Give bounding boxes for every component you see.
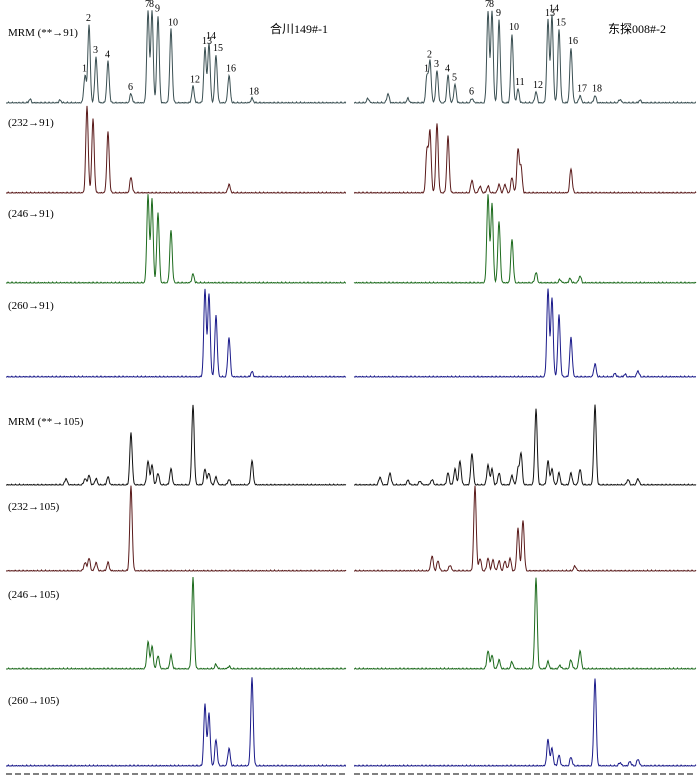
peak-label: 4	[445, 63, 450, 74]
peak-label: 17	[577, 84, 587, 95]
trace-col2-row4	[353, 288, 696, 378]
peak-label: 6	[128, 82, 133, 93]
trace-col2-row2	[354, 123, 697, 194]
trace-col1-row4	[6, 288, 347, 378]
row-label: (246→91)	[8, 208, 54, 220]
peak-label: 3	[434, 59, 439, 70]
peak-label: 1	[82, 63, 87, 74]
peak-label: 7	[145, 0, 150, 10]
peak-label: 12	[190, 74, 200, 85]
peak-label: 14	[549, 4, 559, 15]
row-label: (260→91)	[8, 300, 54, 312]
sample-title-right: 东探008#-2	[608, 22, 666, 36]
peak-label: 3	[93, 45, 98, 56]
row-label: (232→91)	[8, 117, 54, 129]
trace-col1-row8	[6, 677, 346, 767]
trace-col1-row1	[6, 10, 347, 104]
peak-label: 1	[424, 63, 429, 74]
peak-label: 4	[105, 50, 110, 61]
trace-col2-row5	[354, 404, 697, 486]
trace-col2-row1	[354, 10, 696, 104]
peak-label: 13	[545, 8, 555, 19]
trace-col1-row2	[6, 105, 346, 194]
peak-label: 10	[509, 22, 519, 33]
row-label: (260→105)	[8, 695, 60, 707]
peak-label: 11	[515, 77, 525, 88]
sample-title-left: 合川149#-1	[270, 21, 328, 36]
peak-label: 18	[592, 84, 602, 95]
peak-label: 8	[489, 0, 494, 10]
trace-col1-row7	[6, 576, 347, 670]
peak-label: 14	[206, 31, 216, 42]
row-label: MRM (**→105)	[8, 416, 84, 428]
peak-label: 8	[149, 0, 154, 10]
peak-label: 15	[556, 17, 566, 28]
trace-col2-row3	[353, 194, 697, 284]
peak-label: 2	[427, 50, 432, 61]
row-label: (246→105)	[8, 589, 60, 601]
trace-col2-row7	[354, 577, 697, 670]
peak-label: 16	[568, 36, 578, 47]
peak-label: 12	[533, 80, 543, 91]
peak-label: 7	[485, 0, 490, 10]
trace-col2-row6	[354, 485, 697, 572]
peak-label: 9	[496, 8, 501, 19]
peak-label: 15	[213, 43, 223, 54]
labels-layer: MRM (**→91) (232→91) (246→91) (260→91) MRM (…	[8, 0, 602, 707]
peak-label: 10	[168, 17, 178, 28]
trace-col1-row3	[5, 194, 346, 284]
row-label: MRM (**→91)	[8, 27, 78, 39]
row-label: (232→105)	[8, 501, 60, 513]
peak-label: 6	[469, 86, 474, 97]
trace-col2-row8	[354, 678, 697, 767]
trace-col1-row6	[6, 485, 347, 572]
peak-label: 13	[202, 36, 212, 47]
trace-col1-row5	[6, 404, 347, 486]
peak-label: 18	[249, 86, 259, 97]
peak-label: 9	[155, 4, 160, 15]
traces-layer	[5, 10, 697, 767]
peak-label: 16	[226, 63, 236, 74]
peak-label: 5	[452, 73, 457, 84]
peak-label: 2	[86, 13, 91, 24]
